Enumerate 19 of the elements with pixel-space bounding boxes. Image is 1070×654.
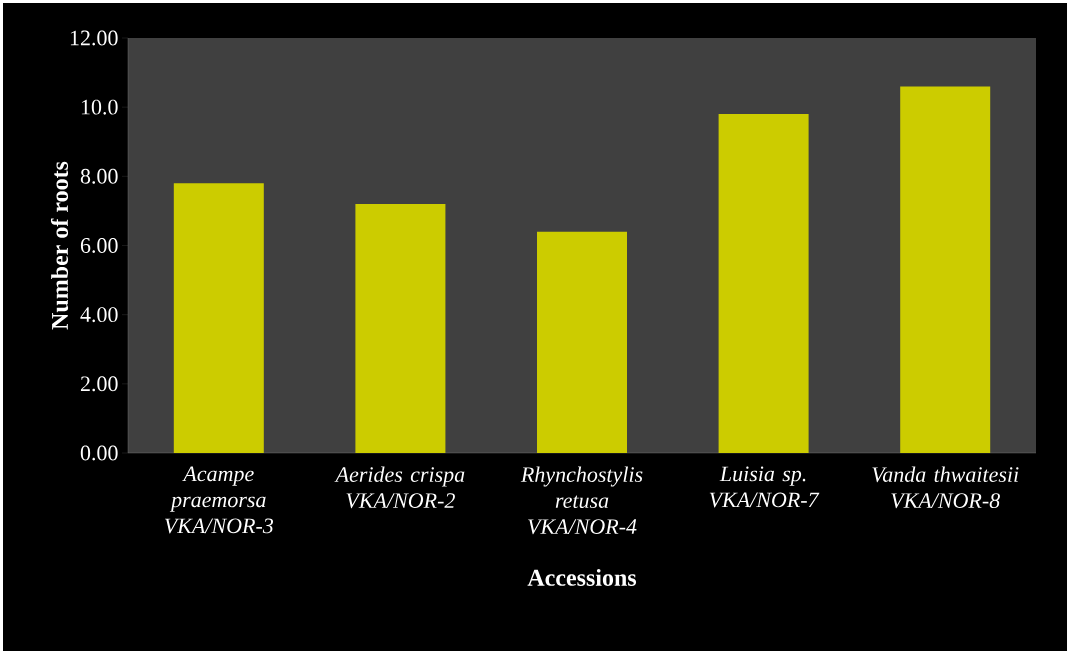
y-tick-label: 6.00 xyxy=(80,238,118,253)
x-axis-title: Accessions xyxy=(527,568,637,586)
y-tick-label: 0.00 xyxy=(80,445,118,461)
bar xyxy=(537,231,628,453)
bar xyxy=(718,114,809,453)
x-tick-label: Rhynchostylis retusa VKA/NOR-4 xyxy=(520,466,643,535)
x-tick-label: Luisia sp. VKA/NOR-7 xyxy=(709,466,820,508)
x-tick-label: Vanda thwaitesii VKA/NOR-8 xyxy=(872,466,1019,509)
x-tick-label: Acampe praemorsa VKA/NOR-3 xyxy=(164,466,274,534)
y-tick-label: 2.00 xyxy=(80,376,118,392)
y-axis-title: Number of roots xyxy=(50,161,69,330)
y-tick-label: 4.00 xyxy=(80,307,118,323)
bar xyxy=(173,183,264,453)
y-tick-label: 8.00 xyxy=(80,168,118,184)
bar xyxy=(900,86,991,453)
y-tick-label: 12.00 xyxy=(70,30,118,46)
x-tick-label: Aerides crispa VKA/NOR-2 xyxy=(334,466,465,509)
y-tick-label: 10.0 xyxy=(81,99,118,115)
bar xyxy=(355,204,446,453)
